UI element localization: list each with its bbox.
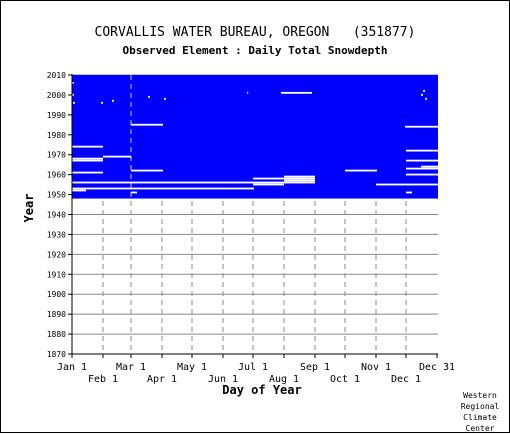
y-tick-label: 2000 [47,91,66,100]
missing-segment [253,177,315,180]
credit-line: Center [465,424,495,433]
credit-block: Western Regional Climate Center [453,390,507,434]
missing-segment [164,97,166,100]
x-tick-label: Dec 31 [419,362,455,373]
missing-segment [421,93,423,96]
missing-segment [405,125,438,128]
element-title: Observed Element : Daily Total Snowdepth [122,44,388,57]
x-tick-label: Aug 1 [269,374,299,385]
missing-segment [72,81,74,84]
y-tick-label: 1910 [47,270,66,279]
missing-segment [406,159,438,162]
x-tick-label: Nov 1 [361,362,391,373]
missing-segment [253,183,284,186]
x-tick-label: Apr 1 [147,374,177,385]
missing-segment [101,101,103,104]
x-tick-label: Dec 1 [391,374,421,385]
missing-segment [406,149,438,152]
x-tick-label: Jul 1 [238,362,268,373]
y-tick-label: 1970 [47,151,66,160]
tick-labels: 1870 1880 1890 1900 1910 1920 1930 1940 1950 1960… [47,71,455,385]
y-tick-label: 1870 [47,350,66,359]
missing-segment [421,165,438,168]
y-tick-label: 1960 [47,171,66,180]
x-tick-label: May 1 [177,362,207,373]
y-tick-label: 1990 [47,111,66,120]
missing-segment [112,99,114,102]
missing-segment [73,101,75,104]
missing-segment [72,93,74,96]
missing-segment [131,191,137,194]
y-axis-title: Year [22,194,36,223]
missing-segment [72,171,103,174]
missing-segment [148,95,150,98]
missing-segment [345,169,377,172]
y-tick-label: 2010 [47,71,66,80]
missing-segment [423,89,425,92]
missing-segment [103,155,131,158]
x-tick-label: Feb 1 [88,374,118,385]
y-tick-label: 1940 [47,211,66,220]
x-tick-label: Jan 1 [57,362,87,373]
y-tick-label: 1890 [47,310,66,319]
station-name: CORVALLIS WATER BUREAU, OREGON [94,25,330,40]
missing-segment [284,179,315,182]
station-id: (351877) [352,25,416,40]
y-tick-label: 1930 [47,230,66,239]
missing-segment [131,123,163,126]
missing-segment [131,169,163,172]
x-tick-label: Sep 1 [300,362,330,373]
x-tick-label: Oct 1 [330,374,360,385]
missing-segment [72,157,103,160]
station-title: CORVALLIS WATER BUREAU, OREGON (351877) [0,25,510,40]
x-tick-label: Jun 1 [208,374,238,385]
y-tick-label: 1880 [47,330,66,339]
x-axis-title: Day of Year [222,383,301,397]
y-tick-label: 1980 [47,131,66,140]
credit-line: Climate [463,413,497,422]
missing-segment [72,159,103,162]
missing-segment [425,97,427,100]
missing-segment [406,191,412,194]
missing-segment [247,91,249,94]
missing-segment [376,183,438,186]
missing-segment [284,175,315,178]
y-tick-label: 1900 [47,290,66,299]
axes [68,74,438,358]
missing-segment [72,187,254,190]
credit-line: Western [463,391,497,400]
missing-segment [72,145,103,148]
missing-segment [406,167,438,170]
missing-segment [72,189,86,192]
credit-line: Regional [460,402,500,411]
data-layer [72,75,438,199]
observed-coverage [72,75,438,199]
x-tick-label: Mar 1 [116,362,146,373]
missing-segment [281,91,312,94]
y-tick-label: 1950 [47,191,66,200]
y-tick-label: 1920 [47,250,66,259]
missing-segment [72,181,315,184]
missing-segment [406,173,438,176]
